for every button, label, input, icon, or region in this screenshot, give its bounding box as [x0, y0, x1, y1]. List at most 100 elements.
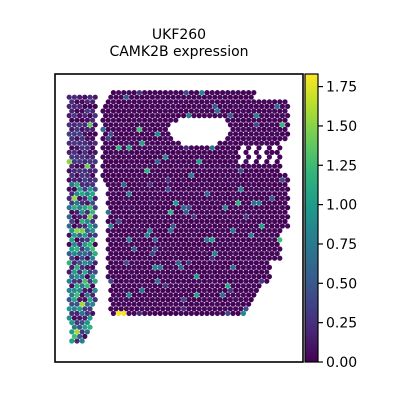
spot — [274, 131, 280, 137]
spot — [181, 94, 187, 100]
spot — [168, 90, 174, 96]
spot — [84, 117, 90, 123]
spot — [152, 264, 158, 270]
spot — [235, 228, 241, 234]
spot — [129, 168, 135, 174]
spot — [168, 283, 174, 289]
spot — [220, 200, 226, 206]
spot — [147, 255, 153, 261]
spot — [87, 195, 93, 201]
spot — [108, 131, 114, 137]
spot — [269, 131, 275, 137]
spot — [181, 251, 187, 257]
spot — [92, 122, 98, 128]
spot — [201, 94, 207, 100]
spot — [173, 283, 179, 289]
spot — [123, 251, 129, 257]
spot — [196, 103, 202, 109]
spot — [274, 113, 280, 119]
spot — [207, 278, 213, 284]
spot — [212, 287, 218, 293]
spot — [256, 237, 262, 243]
spot — [160, 223, 166, 229]
spot — [162, 99, 168, 105]
spot — [175, 140, 181, 146]
spot — [240, 218, 246, 224]
spot — [259, 214, 265, 220]
spot — [277, 136, 283, 142]
spot — [194, 145, 200, 151]
spot — [71, 195, 77, 201]
spot — [113, 269, 119, 275]
spot — [126, 255, 132, 261]
spot — [152, 209, 158, 215]
spot — [238, 251, 244, 257]
spot — [225, 264, 231, 270]
spot — [87, 186, 93, 192]
spot — [212, 297, 218, 303]
spot — [118, 223, 124, 229]
spot — [238, 140, 244, 146]
spot — [66, 223, 72, 229]
spot — [230, 218, 236, 224]
spot — [121, 264, 127, 270]
spot — [233, 205, 239, 211]
spot — [113, 186, 119, 192]
spot — [118, 94, 124, 100]
spot — [147, 274, 153, 280]
spot — [84, 145, 90, 151]
spot — [139, 103, 145, 109]
spot — [204, 154, 210, 160]
spot — [183, 172, 189, 178]
spot — [233, 297, 239, 303]
spot — [168, 117, 174, 123]
spot — [251, 218, 257, 224]
spot — [170, 260, 176, 266]
spot — [90, 126, 96, 132]
spot — [77, 333, 83, 339]
spot — [121, 117, 127, 123]
spot — [272, 191, 278, 197]
spot — [152, 172, 158, 178]
spot — [233, 149, 239, 155]
spot — [87, 241, 93, 247]
spot — [183, 255, 189, 261]
spot — [261, 209, 267, 215]
spot — [220, 283, 226, 289]
spot — [264, 278, 270, 284]
spot — [235, 99, 241, 105]
spot — [248, 251, 254, 257]
spot — [183, 274, 189, 280]
spot — [251, 264, 257, 270]
spot — [84, 292, 90, 298]
spot — [188, 218, 194, 224]
spot — [225, 90, 231, 96]
spot — [183, 310, 189, 316]
spot — [74, 172, 80, 178]
spot — [175, 205, 181, 211]
spot — [188, 182, 194, 188]
spot — [105, 145, 111, 151]
spot — [248, 297, 254, 303]
spot — [194, 108, 200, 114]
spot — [157, 209, 163, 215]
spot — [186, 168, 192, 174]
spot — [129, 149, 135, 155]
spot — [204, 301, 210, 307]
spot — [212, 149, 218, 155]
spot — [90, 264, 96, 270]
spot — [227, 260, 233, 266]
spot — [266, 255, 272, 261]
spot — [253, 186, 259, 192]
spot — [103, 122, 109, 128]
spot — [105, 108, 111, 114]
spot — [204, 200, 210, 206]
spot — [118, 159, 124, 165]
spot — [165, 306, 171, 312]
spot — [103, 149, 109, 155]
spot — [230, 228, 236, 234]
spot — [209, 209, 215, 215]
spot — [240, 283, 246, 289]
spot — [74, 320, 80, 326]
spot — [230, 163, 236, 169]
